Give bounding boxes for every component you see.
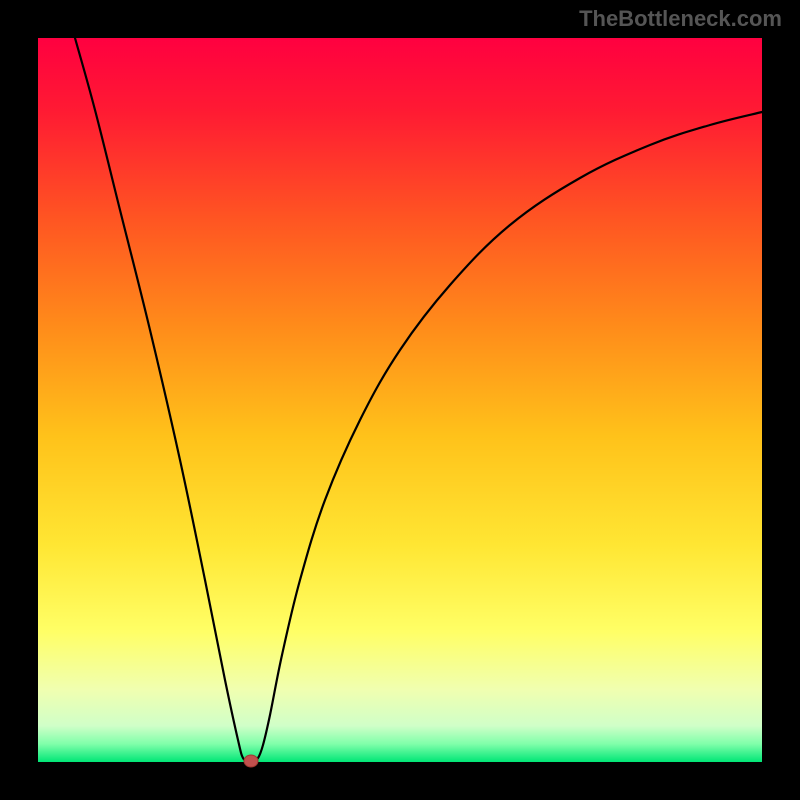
optimal-point-marker — [244, 755, 258, 767]
chart-container: TheBottleneck.com — [0, 0, 800, 800]
plot-background — [38, 38, 762, 762]
bottleneck-chart — [0, 0, 800, 800]
watermark-label: TheBottleneck.com — [579, 6, 782, 32]
